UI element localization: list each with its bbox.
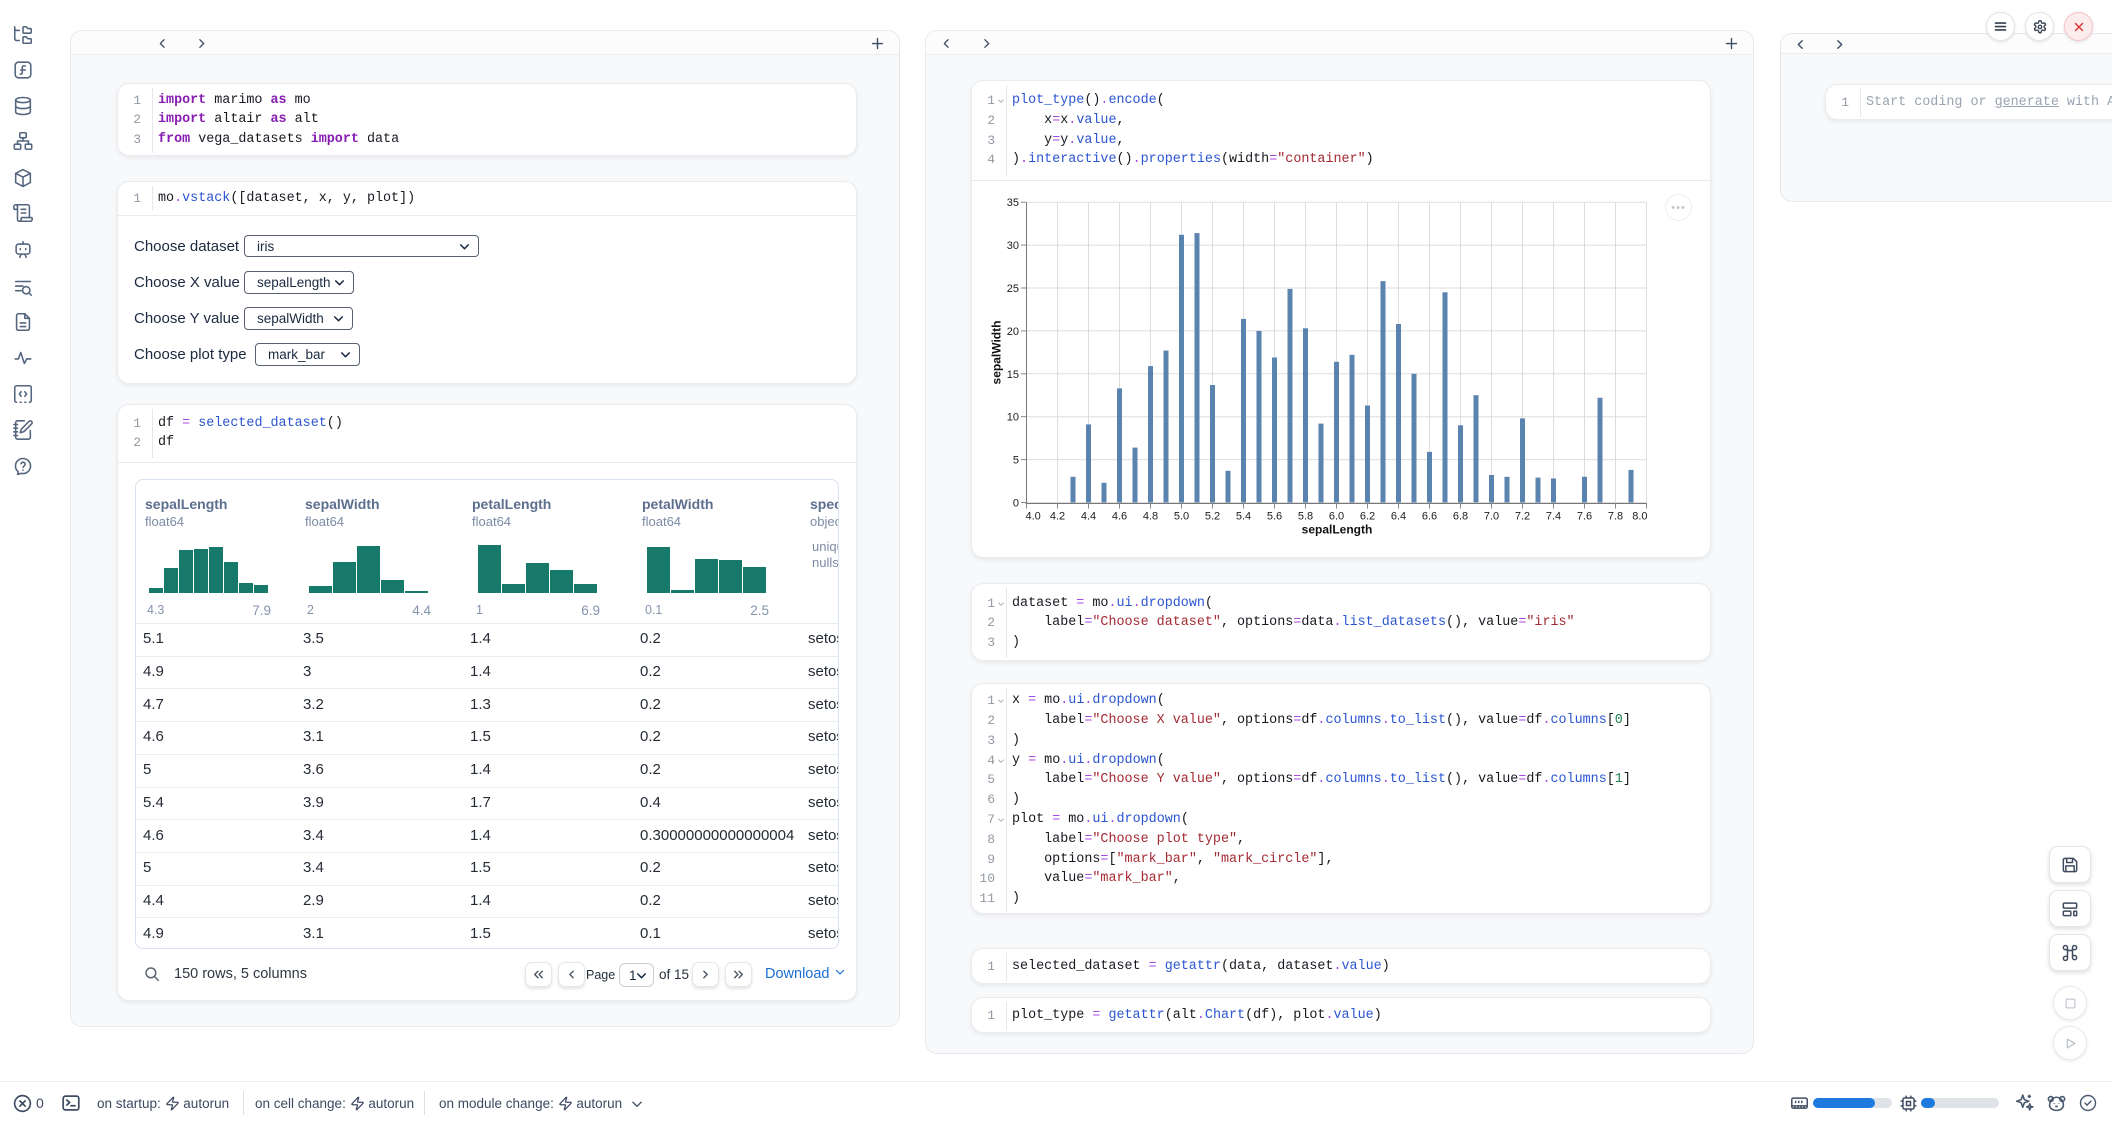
svg-text:6.0: 6.0: [1329, 511, 1344, 523]
svg-text:7.6: 7.6: [1577, 511, 1592, 523]
svg-text:4.2: 4.2: [1050, 511, 1065, 523]
svg-text:sepalLength: sepalLength: [1302, 523, 1373, 537]
svg-text:6.2: 6.2: [1360, 511, 1375, 523]
svg-text:30: 30: [1007, 240, 1019, 252]
svg-text:4.0: 4.0: [1026, 511, 1041, 523]
svg-text:7.8: 7.8: [1608, 511, 1623, 523]
svg-text:6.4: 6.4: [1391, 511, 1406, 523]
svg-text:5.6: 5.6: [1267, 511, 1282, 523]
svg-text:10: 10: [1007, 412, 1019, 424]
svg-text:0: 0: [1013, 498, 1019, 510]
svg-text:25: 25: [1007, 283, 1019, 295]
svg-text:5.2: 5.2: [1205, 511, 1220, 523]
svg-text:5: 5: [1013, 455, 1019, 467]
svg-text:4.4: 4.4: [1081, 511, 1096, 523]
svg-text:4.6: 4.6: [1112, 511, 1127, 523]
svg-text:20: 20: [1007, 326, 1019, 338]
svg-text:5.8: 5.8: [1298, 511, 1313, 523]
svg-text:5.0: 5.0: [1174, 511, 1189, 523]
svg-text:7.2: 7.2: [1515, 511, 1530, 523]
svg-text:6.6: 6.6: [1422, 511, 1437, 523]
svg-text:35: 35: [1007, 197, 1019, 209]
svg-text:7.0: 7.0: [1484, 511, 1499, 523]
svg-text:15: 15: [1007, 369, 1019, 381]
svg-text:5.4: 5.4: [1236, 511, 1251, 523]
svg-text:6.8: 6.8: [1453, 511, 1468, 523]
svg-text:4.8: 4.8: [1143, 511, 1158, 523]
svg-text:7.4: 7.4: [1546, 511, 1561, 523]
svg-text:8.0: 8.0: [1632, 511, 1647, 523]
svg-text:sepalWidth: sepalWidth: [990, 321, 1004, 385]
